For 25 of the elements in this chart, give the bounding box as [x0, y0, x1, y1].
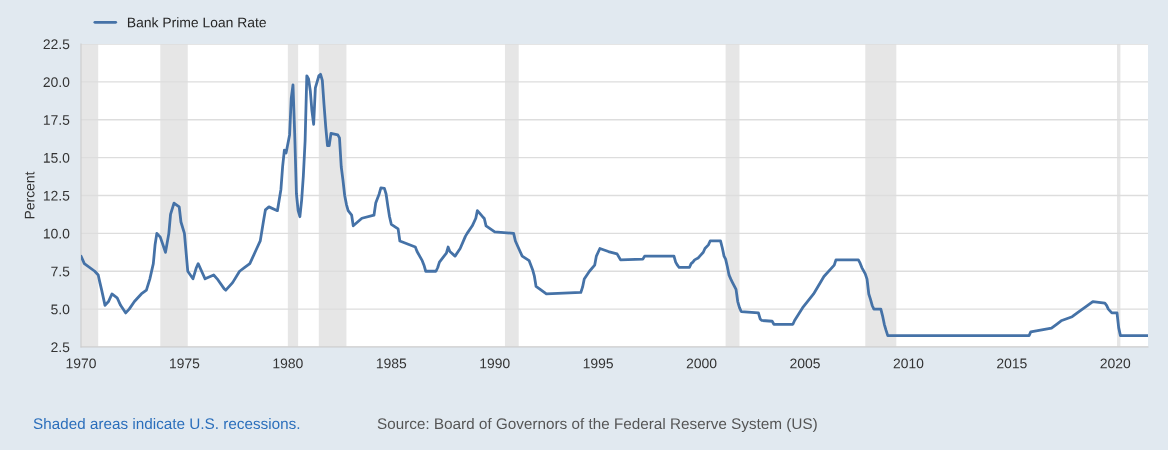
x-tick-label: 1980 [273, 358, 303, 369]
y-tick-label: 7.5 [51, 266, 70, 277]
x-tick-label: 2010 [893, 358, 924, 369]
x-tick-label: 2015 [997, 358, 1027, 369]
y-tick-label: 5.0 [51, 304, 70, 315]
x-tick-label: 2020 [1100, 358, 1131, 369]
y-tick-label: 22.5 [43, 39, 70, 50]
y-axis-title: Percent [24, 171, 35, 219]
x-tick-label: 1995 [583, 358, 613, 369]
y-tick-label: 20.0 [43, 77, 70, 88]
x-tick-label: 2005 [790, 358, 820, 369]
legend-label: Bank Prime Loan Rate [127, 17, 266, 28]
source-note: Source: Board of Governors of the Federal Reserve System (US) [377, 417, 817, 433]
x-tick-label: 1970 [66, 358, 96, 369]
y-tick-label: 17.5 [43, 115, 70, 125]
x-tick-label: 2000 [686, 358, 717, 369]
y-tick-label: 12.5 [43, 190, 70, 201]
x-tick-label: 1990 [480, 358, 510, 369]
text: Shaded areas indicate U.S. recessions. [33, 417, 300, 430]
x-tick-label: 1975 [170, 358, 200, 369]
y-tick-label: 10.0 [43, 228, 70, 239]
y-tick-label: 15.0 [43, 152, 70, 163]
line-series [81, 72, 1148, 338]
y-tick-label: 2.5 [51, 342, 70, 353]
x-tick-label: 1985 [376, 358, 407, 369]
